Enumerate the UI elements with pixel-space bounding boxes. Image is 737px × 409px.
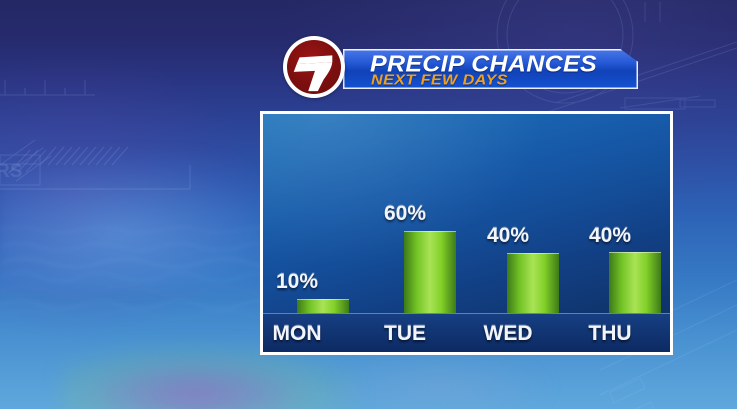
svg-text:RS: RS [0,161,22,182]
